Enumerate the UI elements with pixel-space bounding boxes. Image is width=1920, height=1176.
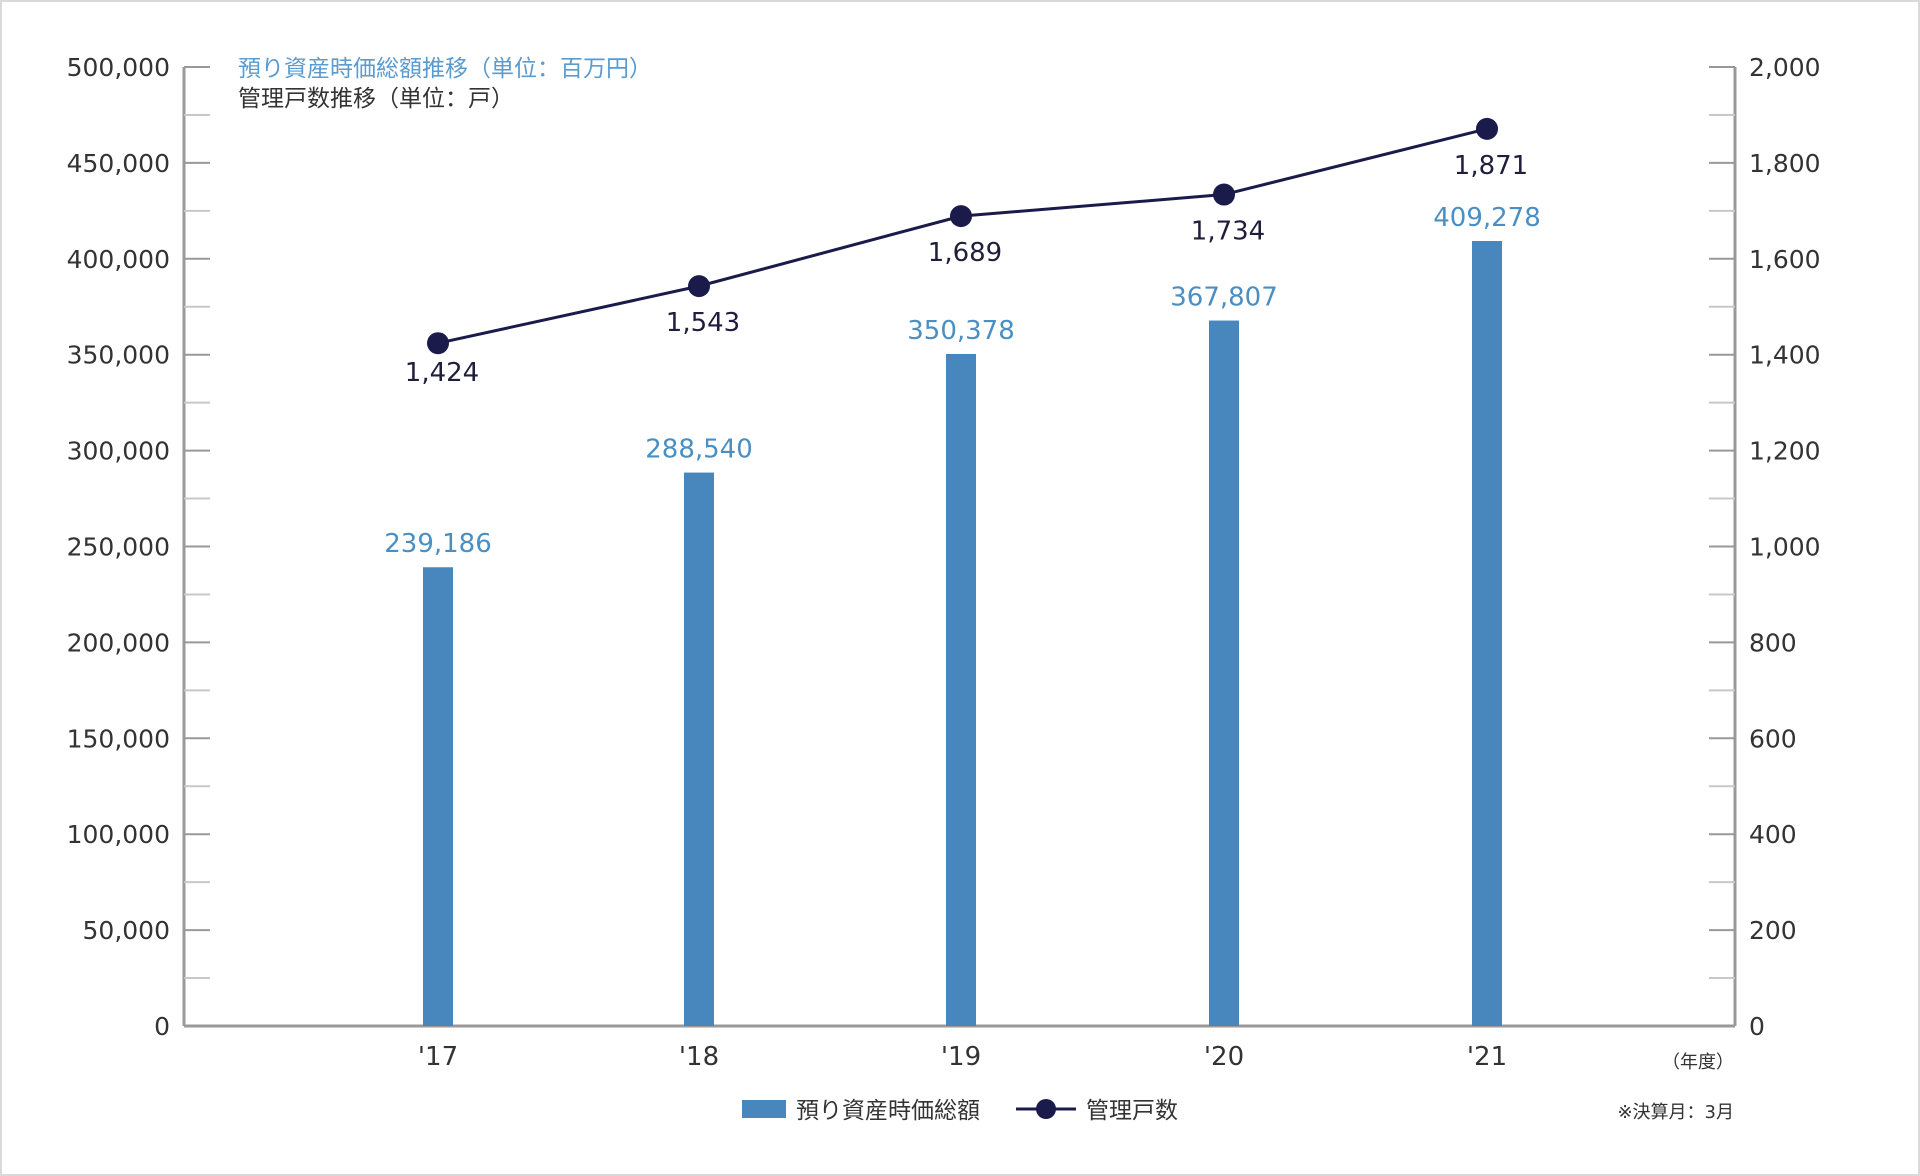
bar-value-label: 288,540 xyxy=(645,435,753,465)
line-point xyxy=(1476,117,1498,140)
bar xyxy=(684,472,714,1026)
left-y-tick-label: 500,000 xyxy=(67,53,170,82)
chart-title-assets: 預り資産時価総額推移（単位：百万円） xyxy=(238,56,652,82)
chart-title-units: 管理戸数推移（単位：戸） xyxy=(238,86,514,112)
x-tick-label: '18 xyxy=(679,1042,719,1072)
left-y-tick-label: 450,000 xyxy=(67,149,170,178)
x-tick-label: '20 xyxy=(1204,1042,1244,1072)
bars-layer xyxy=(423,241,1502,1027)
left-y-tick-label: 100,000 xyxy=(67,820,170,849)
bar-value-label: 350,378 xyxy=(907,316,1015,346)
line-point xyxy=(1213,183,1235,206)
line-value-label: 1,689 xyxy=(928,238,1002,268)
right-y-tick-label: 1,600 xyxy=(1749,245,1821,274)
legend-line-marker xyxy=(1036,1099,1056,1119)
bar-value-label: 367,807 xyxy=(1170,283,1278,313)
line-series-path xyxy=(437,127,1488,345)
right-y-tick-label: 1,200 xyxy=(1749,437,1821,466)
line-point xyxy=(950,205,972,228)
bar-value-label: 239,186 xyxy=(384,529,492,559)
left-y-tick-label: 300,000 xyxy=(67,437,170,466)
line-value-label: 1,543 xyxy=(666,308,740,338)
x-tick-label: '17 xyxy=(418,1042,458,1072)
right-y-tick-label: 400 xyxy=(1749,820,1797,849)
bar xyxy=(946,353,976,1027)
legend-bar-swatch xyxy=(742,1100,786,1118)
labels-layer: 0 50,000 100,000 150,000 200,000 250,000 300,0… xyxy=(67,53,1821,1123)
right-y-tick-label: 2,000 xyxy=(1749,53,1821,82)
left-y-tick-label: 400,000 xyxy=(67,245,170,274)
right-y-tick-label: 0 xyxy=(1749,1012,1765,1041)
line-value-label: 1,424 xyxy=(405,358,479,388)
right-y-tick-label: 1,000 xyxy=(1749,533,1821,562)
footnote: ※決算月：3月 xyxy=(1617,1102,1734,1123)
line-value-label: 1,734 xyxy=(1191,217,1265,247)
right-y-tick-label: 1,400 xyxy=(1749,341,1821,370)
legend-line-label: 管理戸数 xyxy=(1086,1098,1178,1124)
left-y-tick-label: 250,000 xyxy=(67,533,170,562)
line-value-label: 1,871 xyxy=(1454,151,1528,181)
right-y-tick-label: 600 xyxy=(1749,724,1797,753)
legend-bar-label: 預り資産時価総額 xyxy=(796,1098,980,1124)
x-tick-label: '19 xyxy=(941,1042,981,1072)
x-tick-label: '21 xyxy=(1467,1042,1507,1072)
line-point xyxy=(688,275,710,298)
legend: 預り資産時価総額 管理戸数 xyxy=(742,1098,1178,1124)
left-y-tick-label: 150,000 xyxy=(67,724,170,753)
bar xyxy=(1472,241,1502,1027)
left-y-tick-label: 50,000 xyxy=(83,916,170,945)
left-y-tick-label: 200,000 xyxy=(67,628,170,657)
line-layer xyxy=(427,117,1498,355)
x-axis-unit-label: （年度） xyxy=(1662,1052,1734,1073)
right-y-tick-label: 1,800 xyxy=(1749,149,1821,178)
bar-value-label: 409,278 xyxy=(1433,203,1541,233)
right-y-tick-label: 800 xyxy=(1749,628,1797,657)
left-y-tick-label: 0 xyxy=(154,1012,170,1041)
left-y-tick-label: 350,000 xyxy=(67,341,170,370)
bar xyxy=(1209,320,1239,1027)
right-y-tick-label: 200 xyxy=(1749,916,1797,945)
line-point xyxy=(427,332,449,355)
bar xyxy=(423,567,453,1026)
